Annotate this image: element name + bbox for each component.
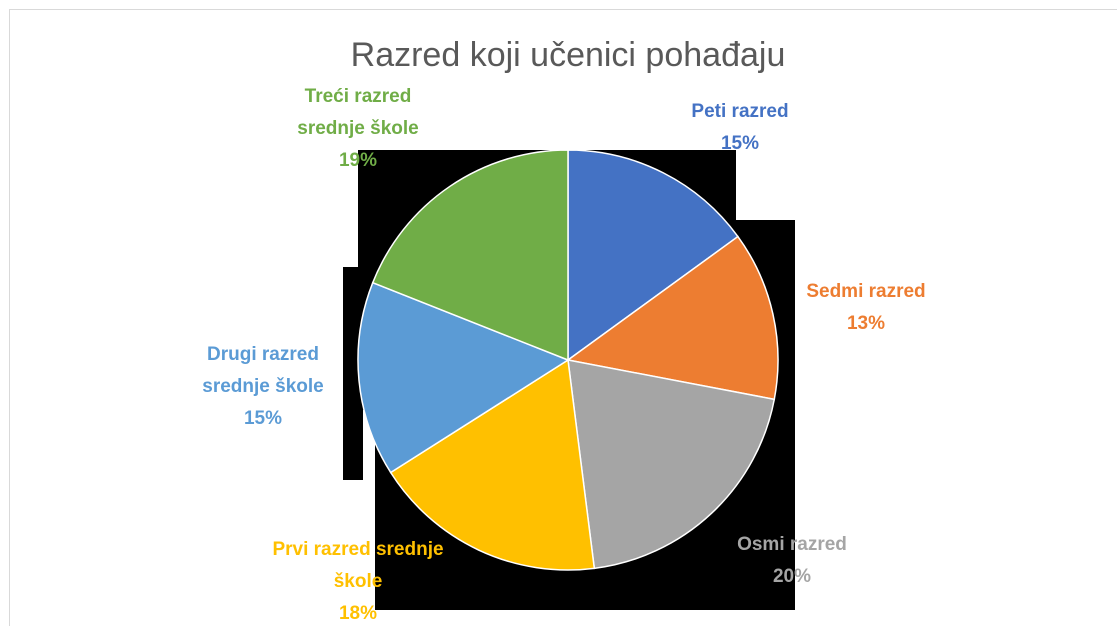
data-label: Peti razred [691, 101, 788, 122]
data-label-value: 13% [847, 313, 885, 334]
data-label: Drugi razred srednje škole [202, 344, 323, 397]
pie-slice [566, 235, 779, 401]
pie-slice [371, 149, 569, 362]
chart-title: Razred koji učenici pohađaju [351, 36, 786, 74]
pie-slice [567, 149, 739, 362]
data-label-value: 18% [339, 603, 377, 624]
data-label: Sedmi razred [806, 281, 925, 302]
pie-slice [567, 359, 776, 570]
pie-slice [389, 358, 596, 571]
data-label: Prvi razred srednje škole [272, 539, 443, 592]
data-label-value: 19% [339, 150, 377, 171]
pie-slice [357, 281, 570, 474]
data-label-value: 15% [244, 408, 282, 429]
data-label: Treći razred srednje škole [297, 86, 418, 139]
data-label-value: 15% [721, 133, 759, 154]
data-label: Osmi razred [737, 534, 847, 555]
data-label-value: 20% [773, 566, 811, 587]
